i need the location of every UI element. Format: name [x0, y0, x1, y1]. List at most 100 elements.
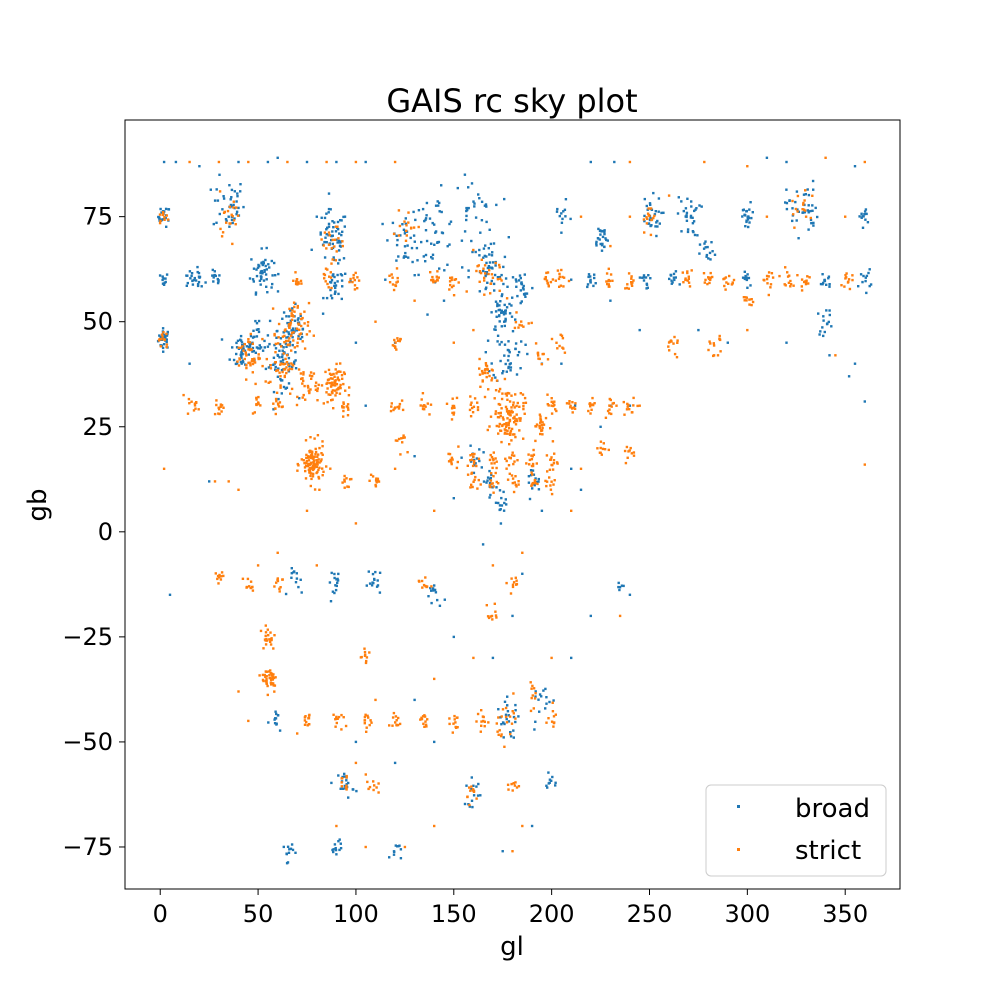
data-point: [606, 282, 609, 286]
data-point: [333, 292, 337, 295]
data-point: [448, 243, 451, 246]
data-point: [345, 784, 348, 787]
data-point: [804, 193, 807, 196]
data-point: [528, 463, 531, 466]
y-tick-label: 75: [82, 203, 113, 231]
data-point: [648, 202, 652, 205]
data-point: [450, 456, 454, 459]
data-point: [508, 443, 511, 446]
data-point: [365, 726, 368, 729]
data-point: [451, 411, 454, 415]
data-point: [468, 408, 472, 412]
data-point: [339, 370, 342, 373]
data-point: [479, 483, 482, 486]
data-point: [452, 411, 456, 414]
data-point: [460, 456, 463, 459]
data-point: [191, 279, 194, 283]
data-point: [629, 446, 632, 450]
data-point: [658, 222, 661, 225]
data-point: [490, 379, 493, 382]
data-point: [327, 211, 330, 214]
data-point: [465, 218, 468, 222]
data-point: [265, 246, 268, 250]
data-point: [599, 233, 602, 236]
data-point: [337, 386, 340, 390]
data-point: [482, 247, 486, 250]
data-point: [254, 319, 257, 323]
data-point: [337, 292, 340, 296]
data-point: [258, 265, 261, 268]
data-point: [258, 344, 261, 347]
data-point: [330, 247, 333, 250]
data-point: [336, 370, 339, 374]
data-point: [337, 840, 340, 843]
data-point: [486, 339, 490, 342]
data-point: [281, 317, 284, 320]
data-point: [604, 237, 607, 240]
data-point: [507, 720, 511, 723]
data-point: [684, 277, 687, 280]
data-point: [273, 718, 276, 721]
data-point: [302, 393, 305, 397]
data-point: [558, 275, 561, 278]
data-point: [497, 733, 500, 736]
data-point: [630, 275, 633, 278]
data-point: [486, 479, 489, 482]
data-point: [282, 363, 285, 366]
data-point: [479, 271, 483, 275]
data-point: [262, 647, 265, 650]
data-point: [374, 698, 377, 702]
data-point: [368, 479, 371, 482]
x-tick-label: 250: [627, 900, 673, 928]
data-point: [394, 844, 397, 847]
data-point: [544, 416, 548, 420]
data-point: [524, 292, 527, 295]
points-layer: [156, 156, 873, 865]
data-point: [505, 407, 509, 411]
data-point: [165, 338, 168, 341]
data-point: [501, 424, 504, 428]
data-point: [291, 314, 294, 317]
data-point: [529, 469, 533, 472]
data-point: [538, 710, 541, 713]
data-point: [807, 228, 810, 231]
data-point: [514, 720, 517, 724]
data-point: [497, 402, 500, 406]
data-point: [484, 362, 488, 365]
data-point: [556, 269, 560, 272]
data-point: [216, 281, 220, 285]
data-point: [560, 268, 563, 272]
data-point: [342, 409, 345, 413]
data-point: [247, 719, 250, 723]
data-point: [796, 210, 799, 213]
data-point: [161, 278, 164, 282]
data-point: [745, 210, 748, 213]
data-point: [467, 269, 470, 272]
data-point: [456, 460, 459, 464]
data-point: [494, 376, 497, 379]
data-point: [302, 379, 305, 383]
data-point: [654, 225, 657, 228]
data-point: [266, 160, 270, 164]
data-point: [611, 279, 614, 282]
data-point: [589, 614, 592, 618]
data-point: [236, 195, 239, 198]
data-point: [521, 286, 525, 290]
data-point: [596, 447, 599, 450]
data-point: [417, 225, 420, 229]
data-point: [340, 233, 343, 237]
data-point: [483, 293, 486, 296]
data-point: [424, 253, 428, 257]
data-point: [677, 196, 680, 199]
data-point: [473, 478, 476, 482]
data-point: [239, 183, 242, 186]
data-point: [607, 448, 610, 452]
data-point: [399, 848, 403, 851]
data-point: [431, 253, 435, 256]
data-point: [473, 452, 476, 456]
data-point: [504, 457, 507, 460]
data-point: [229, 198, 232, 201]
data-point: [377, 782, 380, 785]
data-point: [288, 307, 291, 311]
data-point: [332, 372, 335, 376]
